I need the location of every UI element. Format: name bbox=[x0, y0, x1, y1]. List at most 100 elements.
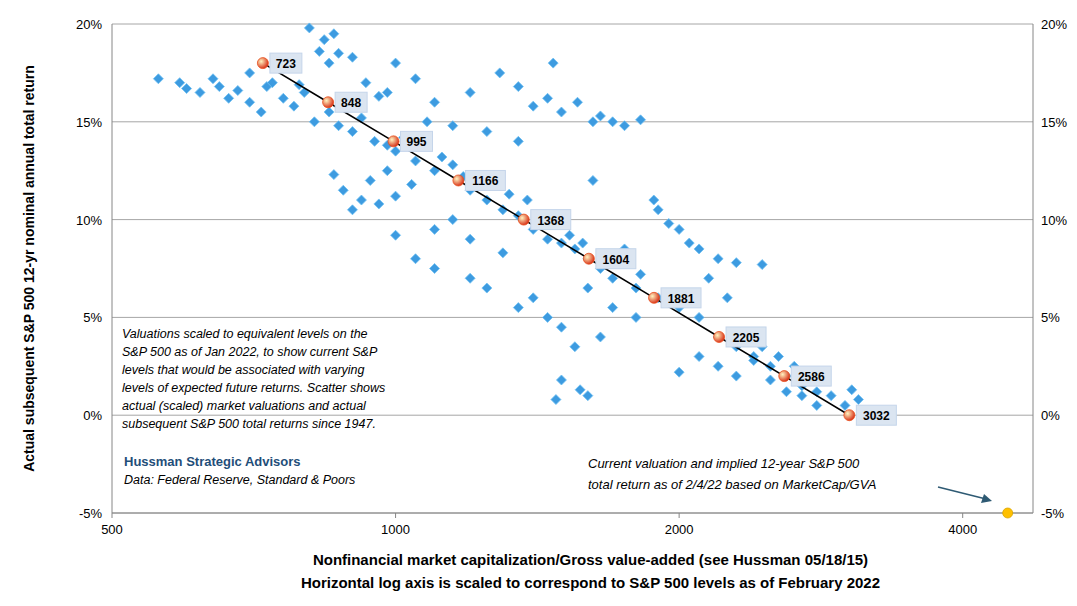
scatter-point bbox=[465, 234, 475, 244]
x-axis bbox=[112, 513, 1033, 514]
scatter-point bbox=[233, 86, 243, 96]
data-label-box bbox=[661, 288, 701, 308]
scatter-point bbox=[304, 23, 314, 33]
scatter-point bbox=[556, 375, 566, 385]
scatter-point bbox=[847, 385, 857, 395]
scatter-point bbox=[620, 121, 630, 131]
x-axis-title: Horizontal log axis is scaled to corresp… bbox=[301, 574, 880, 591]
scatter-point bbox=[694, 352, 704, 362]
grid-line bbox=[112, 219, 1033, 220]
data-label: 995 bbox=[406, 135, 426, 149]
scatter-point bbox=[812, 400, 822, 410]
scatter-point bbox=[684, 238, 694, 248]
scatter-point bbox=[595, 332, 605, 342]
line-marker bbox=[388, 136, 399, 147]
scatter-point bbox=[608, 303, 618, 313]
scatter-point bbox=[407, 179, 417, 189]
grid-line bbox=[112, 317, 1033, 318]
scatter-point bbox=[391, 58, 401, 68]
scatter-point bbox=[430, 224, 440, 234]
scatter-point bbox=[319, 35, 329, 45]
y2-tick-label: 0% bbox=[1041, 408, 1060, 423]
scatter-point bbox=[608, 117, 618, 127]
scatter-point bbox=[797, 391, 807, 401]
annotation: levels that would be associated with var… bbox=[122, 363, 365, 377]
scatter-point bbox=[465, 87, 475, 97]
scatter-point bbox=[175, 78, 185, 88]
scatter-point bbox=[430, 166, 440, 176]
scatter-point bbox=[347, 127, 357, 137]
scatter-point bbox=[636, 115, 646, 125]
y-tick-label: 15% bbox=[76, 115, 102, 130]
scatter-point bbox=[731, 258, 741, 268]
y-tick-label: 5% bbox=[83, 310, 102, 325]
grid-line bbox=[112, 24, 1033, 25]
scatter-point bbox=[411, 74, 421, 84]
line-marker bbox=[518, 214, 529, 225]
scatter-point bbox=[329, 170, 339, 180]
scatter-point bbox=[583, 283, 593, 293]
scatter-point bbox=[267, 78, 277, 88]
x-tick bbox=[395, 513, 396, 518]
scatter-point bbox=[314, 46, 324, 56]
y-tick-label: -5% bbox=[79, 506, 103, 521]
scatter-point bbox=[324, 107, 334, 117]
scatter-point bbox=[674, 224, 684, 234]
data-label-box bbox=[531, 210, 571, 230]
scatter-point bbox=[840, 400, 850, 410]
annotation: Valuations scaled to equivalent levels o… bbox=[122, 327, 368, 341]
scatter-point bbox=[713, 361, 723, 371]
scatter-point bbox=[631, 312, 641, 322]
scatter-point bbox=[289, 101, 299, 111]
annotation: Current valuation and implied 12-year S&… bbox=[588, 456, 860, 471]
scatter-point bbox=[556, 322, 566, 332]
scatter-point bbox=[774, 352, 784, 362]
arrow bbox=[938, 487, 986, 499]
scatter-point bbox=[422, 117, 432, 127]
y-tick-label: 10% bbox=[76, 213, 102, 228]
scatter-point bbox=[374, 199, 384, 209]
scatter-point bbox=[299, 87, 309, 97]
y-axis-title: Actual subsequent S&P 500 12-yr nominal … bbox=[21, 65, 37, 472]
scatter-point bbox=[498, 248, 508, 258]
scatter-point bbox=[653, 205, 663, 215]
data-label-box bbox=[791, 366, 831, 386]
data-label: 2205 bbox=[733, 331, 760, 345]
scatter-point bbox=[430, 97, 440, 107]
scatter-point bbox=[588, 117, 598, 127]
scatter-point bbox=[365, 175, 375, 185]
data-label: 1604 bbox=[603, 253, 630, 267]
scatter-point bbox=[513, 303, 523, 313]
scatter-point bbox=[572, 97, 582, 107]
y-axis bbox=[112, 24, 113, 513]
scatter-point bbox=[382, 166, 392, 176]
scatter-point bbox=[448, 121, 458, 131]
scatter-point bbox=[575, 385, 585, 395]
scatter-point bbox=[382, 87, 392, 97]
scatter-point bbox=[674, 367, 684, 377]
scatter-point bbox=[757, 260, 767, 270]
line-marker bbox=[453, 175, 464, 186]
y2-tick-label: 20% bbox=[1041, 17, 1067, 32]
scatter-point bbox=[694, 244, 704, 254]
grid-line bbox=[112, 513, 1033, 514]
scatter-point bbox=[356, 195, 366, 205]
line-marker bbox=[257, 58, 268, 69]
data-label-box bbox=[270, 53, 302, 73]
y-tick-label: 20% bbox=[76, 17, 102, 32]
scatter-point bbox=[731, 371, 741, 381]
annotation: Data: Federal Reserve, Standard & Poors bbox=[124, 473, 355, 487]
scatter-point bbox=[448, 215, 458, 225]
data-label: 1881 bbox=[668, 292, 695, 306]
scatter-point bbox=[722, 293, 732, 303]
scatter-point bbox=[391, 146, 401, 156]
y2-tick-label: 5% bbox=[1041, 310, 1060, 325]
scatter-point bbox=[182, 84, 192, 94]
scatter-point bbox=[588, 175, 598, 185]
annotation: total return as of 2/4/22 based on Marke… bbox=[588, 477, 876, 492]
data-label: 2586 bbox=[798, 370, 825, 384]
data-label: 723 bbox=[276, 57, 296, 71]
scatter-point bbox=[430, 264, 440, 274]
scatter-point bbox=[370, 136, 380, 146]
scatter-point bbox=[826, 391, 836, 401]
